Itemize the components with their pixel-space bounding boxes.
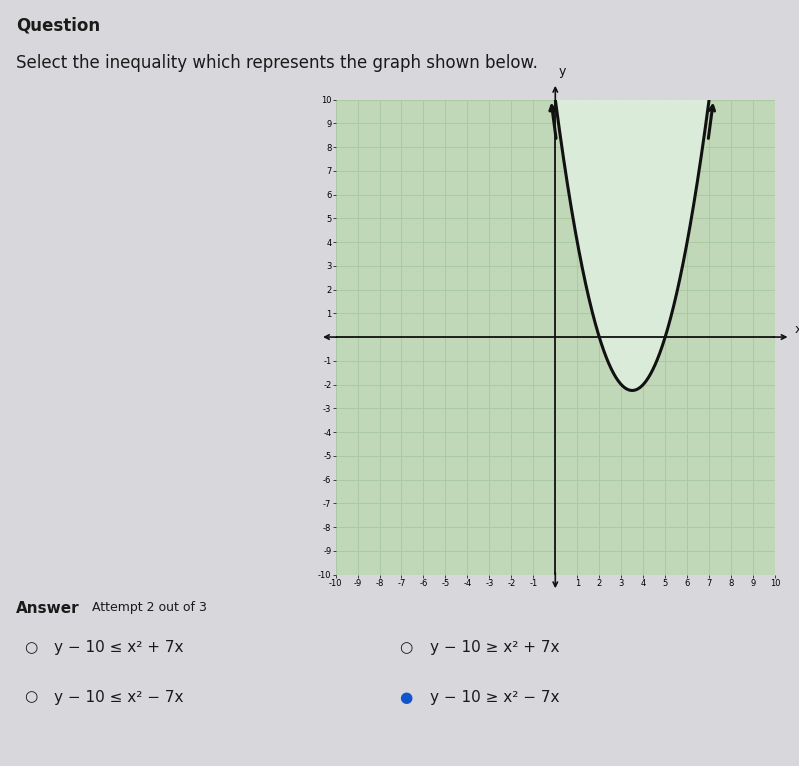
- Text: y − 10 ≤ x² − 7x: y − 10 ≤ x² − 7x: [54, 689, 184, 705]
- Text: ○: ○: [400, 640, 413, 655]
- Text: x: x: [795, 323, 799, 336]
- Text: Select the inequality which represents the graph shown below.: Select the inequality which represents t…: [16, 54, 538, 71]
- Text: y − 10 ≥ x² − 7x: y − 10 ≥ x² − 7x: [430, 689, 559, 705]
- Text: Attempt 2 out of 3: Attempt 2 out of 3: [92, 601, 207, 614]
- Text: ○: ○: [24, 689, 38, 705]
- Text: Answer: Answer: [16, 601, 80, 617]
- Text: y − 10 ≤ x² + 7x: y − 10 ≤ x² + 7x: [54, 640, 184, 655]
- Text: ○: ○: [24, 640, 38, 655]
- Text: ●: ●: [400, 689, 413, 705]
- Text: y: y: [559, 65, 566, 78]
- Text: Question: Question: [16, 17, 100, 34]
- Text: y − 10 ≥ x² + 7x: y − 10 ≥ x² + 7x: [430, 640, 559, 655]
